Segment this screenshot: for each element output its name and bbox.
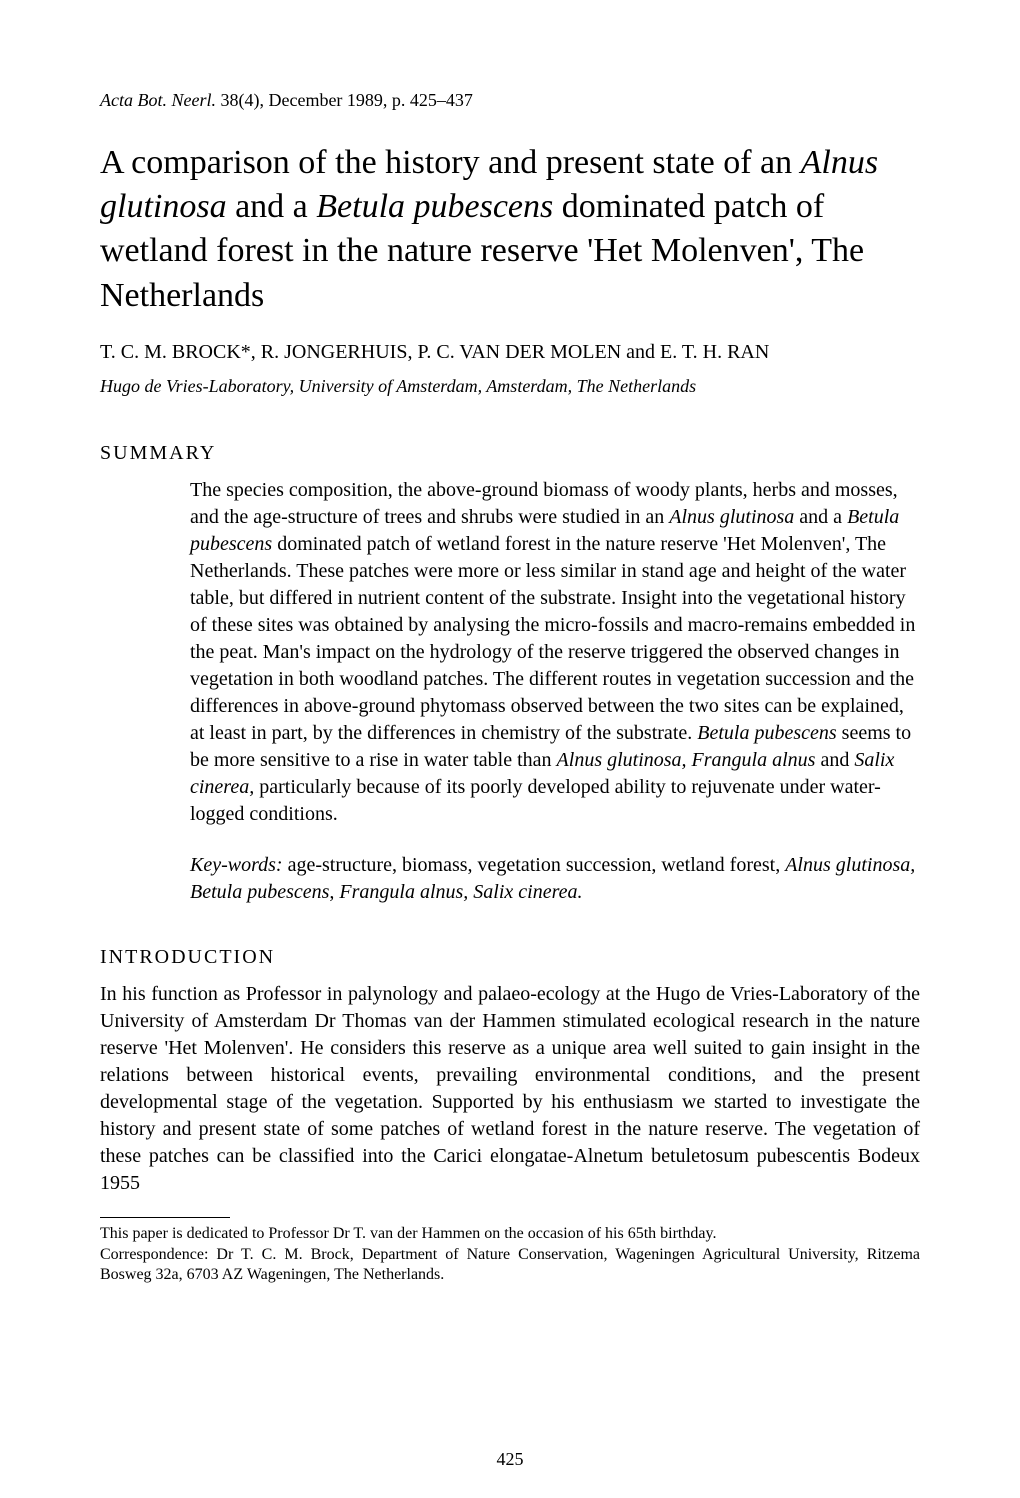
journal-name: Acta Bot. Neerl. <box>100 90 216 110</box>
summary-species: Betula pubescens <box>697 722 836 744</box>
summary-species: Alnus glutinosa, Frangula alnus <box>557 749 816 771</box>
introduction-heading: INTRODUCTION <box>100 946 920 969</box>
footnote-correspondence: Correspondence: Dr T. C. M. Brock, Depar… <box>100 1245 920 1287</box>
summary-text: dominated patch of wetland forest in the… <box>190 533 915 744</box>
journal-issue: 38(4), December 1989, p. 425–437 <box>220 90 472 110</box>
summary-text: particularly because of its poorly devel… <box>190 776 881 825</box>
summary-paragraph: The species composition, the above-groun… <box>190 477 920 828</box>
keywords-block: Key-words: age-structure, biomass, veget… <box>190 852 920 906</box>
author-list: T. C. M. BROCK*, R. JONGERHUIS, P. C. VA… <box>100 338 920 366</box>
introduction-paragraph: In his function as Professor in palynolo… <box>100 981 920 1197</box>
page-number: 425 <box>0 1449 1020 1470</box>
journal-reference: Acta Bot. Neerl. 38(4), December 1989, p… <box>100 90 920 111</box>
article-title: A comparison of the history and present … <box>100 141 920 318</box>
summary-species: Alnus glutinosa <box>669 506 794 528</box>
footnote-dedication: This paper is dedicated to Professor Dr … <box>100 1224 920 1245</box>
affiliation: Hugo de Vries-Laboratory, University of … <box>100 376 920 397</box>
keywords-text: age-structure, biomass, vegetation succe… <box>283 854 786 876</box>
title-text-2: and a <box>227 188 317 225</box>
summary-heading: SUMMARY <box>100 442 920 465</box>
summary-text: and <box>815 749 854 771</box>
title-text-1: A comparison of the history and present … <box>100 144 801 181</box>
title-species-2: Betula pubescens <box>316 188 553 225</box>
keywords-label: Key-words: <box>190 854 283 876</box>
summary-text: and a <box>794 506 847 528</box>
footnote-divider <box>100 1217 230 1218</box>
